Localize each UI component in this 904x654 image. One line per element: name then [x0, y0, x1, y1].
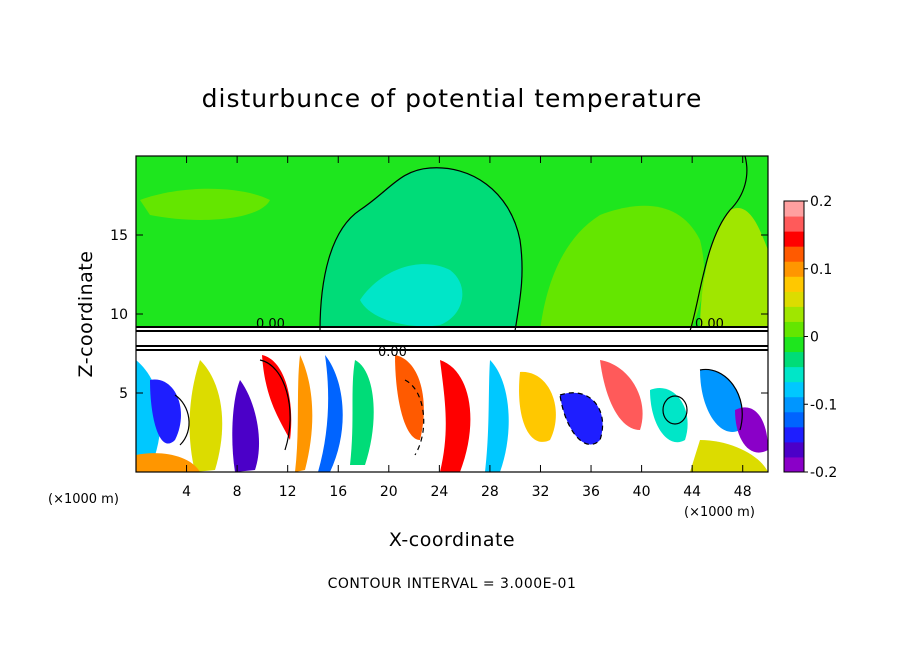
colorbar-swatch	[784, 336, 804, 353]
y-axis-title: Z-coordinate	[75, 251, 97, 378]
upper-cool-patch	[360, 264, 463, 327]
lower-patch-18	[690, 440, 768, 472]
y-tick-label: 15	[110, 228, 128, 244]
y-tick-label: 5	[119, 386, 128, 402]
contour-line-lower-1	[174, 394, 190, 446]
x-tick-label: 12	[279, 484, 297, 500]
contour-line-lower-3	[404, 379, 425, 456]
colorbar-swatch	[784, 321, 804, 337]
upper-warm-region	[540, 205, 705, 331]
contour-label: 0.00	[378, 345, 407, 360]
lower-patch-7	[318, 355, 343, 472]
inversion-band	[136, 326, 768, 352]
lower-patch-5	[262, 355, 292, 440]
lower-patch-3	[189, 360, 223, 472]
lower-patch-12	[519, 371, 556, 442]
x-tick-label: 16	[329, 484, 347, 500]
lower-patch-16	[700, 369, 743, 432]
colorbar-swatch	[784, 306, 804, 322]
contour-line-inversion	[136, 326, 768, 351]
contour-line-plume	[319, 167, 523, 332]
contour-line-lower-5	[662, 395, 688, 425]
lower-patch-17	[735, 407, 768, 453]
colorbar-swatch	[784, 351, 804, 368]
x-tick-label: 20	[380, 484, 398, 500]
contour-line-right	[689, 156, 748, 332]
colorbar-swatch	[784, 276, 804, 292]
y-tick-label: 10	[110, 307, 128, 323]
upper-right-region	[700, 208, 768, 331]
lower-patch-9	[395, 355, 424, 440]
upper-left-patch	[140, 188, 270, 220]
colorbar-swatch	[784, 441, 804, 458]
colorbar-tick-label: 0	[810, 330, 819, 346]
x-axis: 4 8 12 16 20 24 28 32 36 40 44 48	[182, 156, 752, 500]
x-axis-title: X-coordinate	[389, 529, 515, 551]
colorbar-swatch	[784, 201, 804, 217]
y-axis-unit: (×1000 m)	[48, 492, 119, 507]
lower-patch-15	[650, 388, 688, 443]
colorbar-swatch	[784, 231, 804, 247]
colorbar-swatch	[784, 381, 804, 398]
lower-patch-13	[560, 392, 603, 445]
colorbar-tick-label: 0.1	[810, 262, 832, 278]
contour-interval-note: CONTOUR INTERVAL = 3.000E-01	[327, 576, 577, 592]
x-tick-label: 44	[683, 484, 701, 500]
x-axis-unit: (×1000 m)	[684, 505, 755, 520]
colorbar-swatch	[784, 291, 804, 307]
colorbar	[784, 201, 804, 473]
contour-line-lower-4	[559, 392, 604, 446]
colorbar-tick-label: -0.1	[810, 397, 837, 413]
colorbar-swatch	[784, 366, 804, 383]
colorbar-swatch	[784, 216, 804, 232]
colorbar-swatch	[784, 246, 804, 262]
lower-patch-8	[350, 360, 374, 465]
lower-patch-4	[232, 380, 260, 472]
colorbar-swatch	[784, 411, 804, 428]
colorbar-swatch	[784, 261, 804, 277]
lower-patch-2	[150, 379, 181, 444]
contour-label: 0.00	[695, 317, 724, 332]
contour-line-lower-2	[259, 359, 291, 451]
colorbar-swatch	[784, 456, 804, 473]
colorbar-tick-label: -0.2	[810, 465, 837, 481]
x-tick-label: 48	[734, 484, 752, 500]
lower-patch-11	[485, 360, 509, 472]
heatmap-field	[136, 156, 768, 472]
lower-patch-19	[136, 453, 200, 472]
lower-patch-14	[600, 360, 643, 430]
contour-label: 0.00	[256, 317, 285, 332]
x-tick-label: 24	[430, 484, 448, 500]
colorbar-tick-label: 0.2	[810, 194, 832, 210]
chart-title: disturbunce of potential temperature	[201, 84, 703, 113]
x-tick-label: 8	[233, 484, 242, 500]
lower-patch-10	[440, 360, 471, 472]
x-tick-label: 32	[532, 484, 550, 500]
contour-lines	[136, 156, 768, 456]
colorbar-ticks: 0.2 0.1 0 -0.1 -0.2	[804, 194, 837, 481]
colorbar-swatch	[784, 426, 804, 443]
contour-line-lower-6	[699, 368, 743, 431]
x-tick-label: 4	[182, 484, 191, 500]
x-tick-label: 36	[582, 484, 600, 500]
x-tick-label: 40	[633, 484, 651, 500]
lower-patch-6	[295, 355, 313, 472]
x-tick-label: 28	[481, 484, 499, 500]
y-axis: 5 10 15	[110, 228, 768, 402]
colorbar-swatch	[784, 396, 804, 413]
